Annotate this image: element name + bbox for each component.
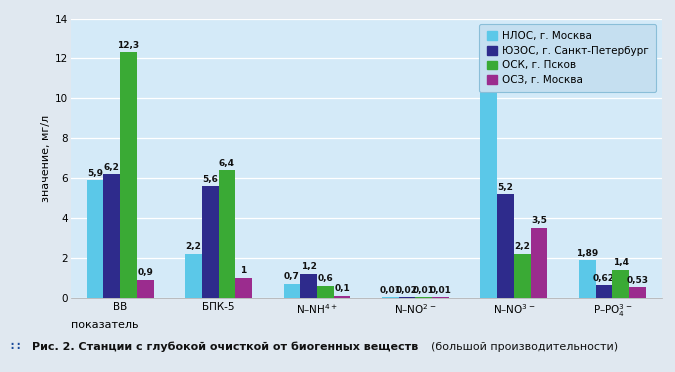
Text: 0,6: 0,6 <box>317 274 333 283</box>
Text: 2,2: 2,2 <box>186 243 201 251</box>
Text: 0,9: 0,9 <box>137 268 153 277</box>
Text: ::: :: <box>8 339 22 352</box>
Bar <box>514 254 531 298</box>
Bar <box>399 297 415 298</box>
Text: 1,2: 1,2 <box>300 262 317 271</box>
Bar <box>103 174 120 298</box>
Legend: НЛОС, г. Москва, ЮЗОС, г. Санкт-Петербург, ОСК, г. Псков, ОСЗ, г. Москва: НЛОС, г. Москва, ЮЗОС, г. Санкт-Петербур… <box>479 24 656 93</box>
Bar <box>284 283 300 298</box>
Text: 0,01: 0,01 <box>413 286 435 295</box>
Text: 0,62: 0,62 <box>593 274 615 283</box>
Bar <box>595 285 612 298</box>
Text: 0,01: 0,01 <box>379 286 401 295</box>
Text: 6,4: 6,4 <box>219 159 235 168</box>
Y-axis label: значение, мг/л: значение, мг/л <box>40 115 51 202</box>
Text: 5,6: 5,6 <box>202 174 218 184</box>
Bar <box>236 278 252 298</box>
Text: 12,3: 12,3 <box>117 41 140 50</box>
Bar <box>120 52 137 298</box>
Text: 0,01: 0,01 <box>429 286 452 295</box>
Text: 0,1: 0,1 <box>334 284 350 293</box>
Bar <box>481 61 497 298</box>
Text: 1: 1 <box>240 266 247 275</box>
Text: 1,89: 1,89 <box>576 248 598 257</box>
Text: 2,2: 2,2 <box>514 243 530 251</box>
Text: 1,4: 1,4 <box>613 258 628 267</box>
Text: 11,9: 11,9 <box>478 49 500 58</box>
Text: 3,5: 3,5 <box>531 217 547 225</box>
Bar <box>497 194 514 298</box>
Text: 5,2: 5,2 <box>497 183 514 192</box>
Text: 6,2: 6,2 <box>104 163 119 171</box>
Bar <box>202 186 219 298</box>
Bar <box>333 296 350 298</box>
Text: 0,02: 0,02 <box>396 286 418 295</box>
Bar <box>531 228 547 298</box>
Bar <box>317 286 333 298</box>
Bar <box>86 180 103 298</box>
Text: (большой производительности): (большой производительности) <box>431 341 618 352</box>
Text: 0,7: 0,7 <box>284 272 300 281</box>
Bar <box>137 280 153 298</box>
X-axis label: показатель: показатель <box>71 320 138 330</box>
Bar <box>300 274 317 298</box>
Bar <box>629 287 646 298</box>
Text: 0,53: 0,53 <box>626 276 649 285</box>
Text: Рис. 2. Станции с глубокой очисткой от биогенных веществ: Рис. 2. Станции с глубокой очисткой от б… <box>32 341 418 352</box>
Bar <box>219 170 236 298</box>
Bar <box>578 260 595 298</box>
Bar <box>612 270 629 298</box>
Bar <box>185 254 202 298</box>
Text: 5,9: 5,9 <box>87 169 103 177</box>
